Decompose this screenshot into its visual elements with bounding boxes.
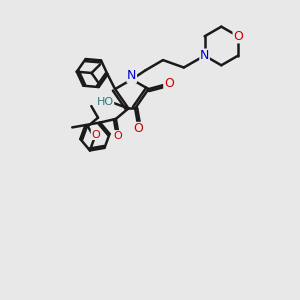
Text: O: O [233, 30, 243, 43]
Text: O: O [114, 130, 123, 141]
Text: O: O [133, 122, 143, 135]
Text: O: O [91, 130, 100, 140]
Text: N: N [127, 69, 136, 82]
Text: N: N [200, 49, 209, 62]
Text: O: O [164, 77, 174, 90]
Text: HO: HO [97, 97, 114, 107]
